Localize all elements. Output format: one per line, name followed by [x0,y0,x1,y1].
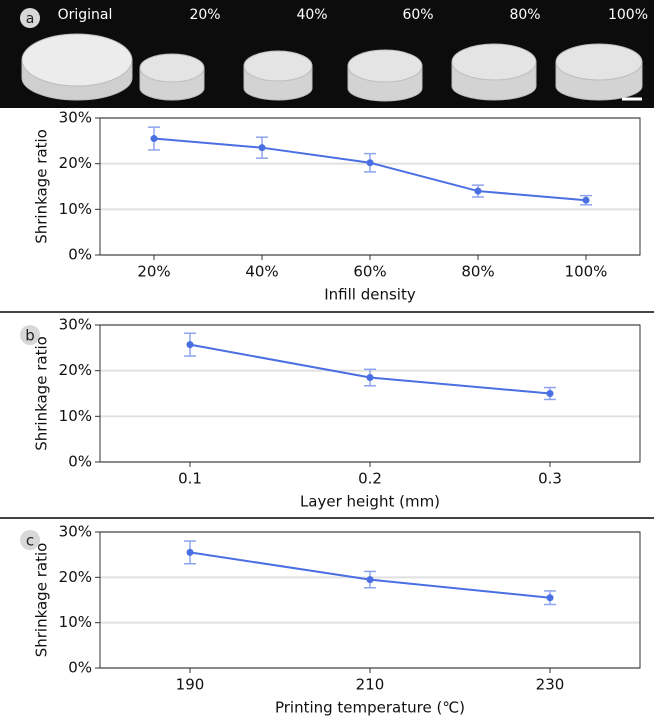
y-tick-label: 30% [59,316,92,334]
x-tick-label: 0.1 [178,470,202,488]
point [367,159,374,166]
x-tick-label: 0.2 [358,470,382,488]
x-tick-label: 210 [356,676,385,694]
point [187,341,194,348]
point [187,549,194,556]
y-tick-label: 20% [59,154,92,172]
y-axis-title: Shrinkage ratio [33,543,51,658]
point [547,390,554,397]
x-tick-label: 20% [137,263,170,281]
x-tick-label: 230 [536,676,565,694]
point [547,594,554,601]
y-tick-label: 10% [59,407,92,425]
y-tick-label: 30% [59,109,92,127]
x-tick-label: 60% [353,263,386,281]
panel-label: a [26,11,35,27]
y-tick-label: 30% [59,523,92,541]
y-tick-label: 10% [59,200,92,218]
x-tick-label: 100% [565,263,608,281]
photo-label: Original [58,7,113,23]
point [583,197,590,204]
photo-label: 60% [402,7,433,23]
photo-label: 20% [189,7,220,23]
plot-frame [100,118,640,255]
point [367,374,374,381]
y-tick-label: 0% [68,453,92,471]
photo-label: 80% [509,7,540,23]
photo-label: 40% [296,7,327,23]
x-tick-label: 0.3 [538,470,562,488]
y-tick-label: 20% [59,568,92,586]
photo-strip: Original 20% 40% 60% 80% 100% a [0,0,654,108]
y-tick-label: 20% [59,361,92,379]
photo-label: 100% [608,7,648,23]
plot-frame [100,532,640,668]
x-axis-title: Layer height (mm) [300,493,440,511]
x-axis-title: Infill density [324,286,416,304]
x-axis-title: Printing temperature (℃) [275,699,465,717]
point [259,144,266,151]
x-tick-label: 190 [176,676,205,694]
y-tick-label: 0% [68,246,92,264]
point [367,576,374,583]
y-tick-label: 10% [59,613,92,631]
figure: Original20%40%60%80%100%a bc0%10%20%30%2… [0,0,654,723]
page: Original20%40%60%80%100%a bc0%10%20%30%2… [0,0,654,723]
plot-frame [100,325,640,462]
point [475,188,482,195]
y-axis-title: Shrinkage ratio [33,336,51,451]
x-tick-label: 80% [461,263,494,281]
y-axis-title: Shrinkage ratio [33,129,51,244]
point [151,135,158,142]
x-tick-label: 40% [245,263,278,281]
y-tick-label: 0% [68,659,92,677]
